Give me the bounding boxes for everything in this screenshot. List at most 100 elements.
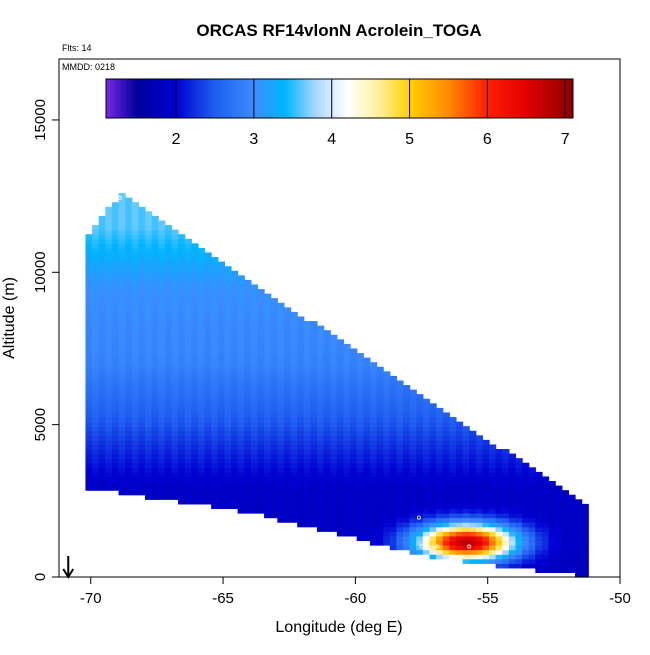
heatmap-cell: [211, 380, 219, 386]
heatmap-cell: [145, 362, 153, 368]
heatmap-cell: [131, 389, 139, 395]
heatmap-cell: [297, 366, 305, 372]
heatmap-cell: [145, 307, 153, 313]
heatmap-cell: [224, 270, 232, 276]
heatmap-cell: [403, 517, 411, 523]
heatmap-cell: [422, 476, 431, 482]
heatmap-cell: [303, 357, 311, 363]
heatmap-cell: [283, 362, 292, 368]
heatmap-cell: [317, 435, 325, 441]
heatmap-cell: [356, 462, 364, 468]
heatmap-cell: [204, 439, 212, 446]
heatmap-cell: [429, 407, 437, 414]
heatmap-cell: [125, 211, 133, 217]
heatmap-cell: [197, 403, 206, 409]
heatmap-cell: [171, 311, 179, 318]
heatmap-cell: [489, 522, 497, 528]
colorbar-tick-label: 5: [405, 131, 414, 148]
heatmap-cell: [171, 357, 179, 363]
heatmap-cell: [469, 453, 477, 459]
heatmap-cell: [317, 389, 325, 395]
heatmap-cell: [237, 298, 245, 304]
heatmap-cell: [237, 449, 245, 455]
heatmap-cell: [197, 311, 206, 318]
heatmap-cell: [158, 225, 166, 231]
heatmap-cell: [92, 330, 100, 336]
heatmap-cell: [323, 334, 331, 340]
heatmap-cell: [323, 339, 331, 345]
heatmap-cell: [264, 321, 272, 327]
heatmap-cell: [105, 435, 113, 441]
heatmap-cell: [231, 499, 239, 505]
heatmap-cell: [502, 545, 510, 551]
heatmap-cell: [164, 348, 173, 354]
heatmap-cell: [416, 485, 424, 491]
heatmap-cell: [323, 485, 331, 491]
heatmap-cell: [343, 471, 351, 478]
heatmap-cell: [151, 417, 159, 423]
heatmap-cell: [541, 490, 550, 496]
colorbar-segment: [187, 79, 191, 118]
heatmap-cell: [191, 371, 199, 377]
heatmap-cell: [317, 394, 325, 400]
heatmap-cell: [164, 490, 173, 496]
heatmap-cell: [145, 481, 153, 487]
heatmap-cell: [138, 394, 146, 400]
heatmap-cell: [111, 403, 120, 409]
heatmap-cell: [442, 458, 450, 464]
colorbar-segment: [362, 79, 366, 118]
heatmap-cell: [131, 343, 139, 350]
heatmap-cell: [178, 494, 186, 500]
heatmap-cell: [270, 449, 278, 455]
heatmap-cell: [131, 357, 139, 363]
heatmap-cell: [131, 421, 139, 427]
heatmap-cell: [85, 307, 93, 313]
heatmap-cell: [350, 494, 358, 500]
heatmap-cell: [237, 321, 245, 327]
heatmap-cell: [118, 389, 126, 395]
heatmap-cell: [416, 462, 424, 468]
heatmap-cell: [277, 348, 285, 354]
heatmap-cell: [138, 366, 146, 372]
heatmap-cell: [310, 421, 318, 427]
heatmap-cell: [151, 353, 159, 359]
heatmap-cell: [211, 430, 219, 436]
heatmap-cell: [85, 380, 93, 386]
heatmap-cell: [244, 403, 252, 409]
heatmap-cell: [475, 554, 483, 560]
heatmap-cell: [383, 531, 391, 537]
heatmap-cell: [257, 490, 265, 496]
heatmap-cell: [250, 284, 259, 290]
heatmap-cell: [171, 229, 179, 235]
heatmap-cell: [449, 453, 457, 459]
heatmap-cell: [403, 426, 411, 432]
heatmap-cell: [396, 407, 404, 414]
heatmap-cell: [244, 330, 252, 336]
heatmap-cell: [85, 275, 93, 281]
heatmap-cell: [495, 545, 503, 551]
heatmap-cell: [191, 247, 199, 254]
heatmap-cell: [330, 494, 338, 500]
heatmap-cell: [204, 366, 212, 372]
heatmap-cell: [277, 307, 285, 313]
heatmap-cell: [462, 435, 470, 441]
heatmap-cell: [409, 426, 417, 432]
heatmap-cell: [575, 545, 583, 551]
heatmap-cell: [111, 444, 120, 450]
heatmap-cell: [138, 471, 146, 478]
heatmap-cell: [171, 389, 179, 395]
heatmap-cell: [396, 476, 404, 482]
heatmap-cell: [455, 517, 464, 523]
heatmap-cell: [125, 407, 133, 414]
heatmap-cell: [555, 485, 563, 491]
heatmap-cell: [158, 293, 166, 299]
heatmap-cell: [429, 490, 437, 496]
heatmap-cell: [264, 417, 272, 423]
heatmap-cell: [482, 545, 490, 551]
heatmap-cell: [164, 275, 173, 281]
heatmap-cell: [429, 540, 437, 546]
heatmap-cell: [85, 449, 93, 455]
heatmap-cell: [171, 353, 179, 359]
heatmap-cell: [131, 458, 139, 464]
heatmap-cell: [403, 403, 411, 409]
